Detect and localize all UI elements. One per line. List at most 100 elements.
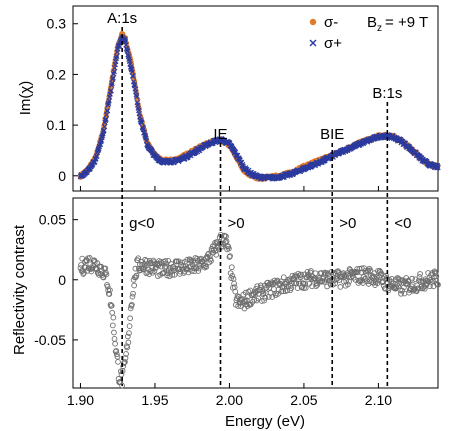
top-y-tick-label: 0.2: [47, 66, 67, 82]
reflectivity-point: [112, 348, 119, 355]
reflectivity-point: [416, 274, 423, 280]
sigma-plus-point: [124, 47, 130, 53]
reflectivity-point: [280, 274, 287, 281]
top-y-tick-label: 0: [58, 168, 66, 184]
reflectivity-point: [146, 271, 153, 277]
top-y-ticks: 0 0.1 0.2 0.3: [47, 16, 379, 191]
reflectivity-point: [174, 258, 180, 265]
reflectivity-point: [130, 290, 136, 297]
reflectivity-point: [432, 270, 439, 277]
reflectivity-point: [226, 245, 232, 252]
bottom-x-tick-label: 1.95: [141, 392, 168, 408]
reflectivity-point: [261, 297, 267, 304]
reflectivity-point: [417, 271, 423, 277]
sigma-plus-point: [109, 80, 115, 87]
top-series: [77, 30, 441, 182]
reflectivity-point: [435, 281, 441, 288]
reflectivity-point: [176, 271, 183, 277]
bottom-series: [77, 231, 441, 389]
reflectivity-point: [115, 358, 121, 365]
reflectivity-point: [205, 251, 211, 258]
bottom-x-tick-label: 2.05: [290, 392, 317, 408]
reflectivity-point: [231, 280, 237, 287]
reflectivity-point: [88, 268, 95, 275]
reflectivity-point: [167, 265, 173, 271]
reflectivity-point: [112, 340, 118, 347]
reflectivity-point: [127, 315, 133, 322]
bottom-y-tick-label: -0.05: [34, 332, 66, 348]
sigma-plus-point: [98, 138, 104, 145]
reflectivity-point: [131, 282, 138, 289]
reflectivity-point: [119, 382, 125, 389]
reflectivity-point: [171, 271, 178, 278]
reflectivity-point: [343, 278, 350, 284]
reflectivity-point: [196, 263, 203, 269]
reflectivity-point: [165, 257, 172, 264]
reflectivity-point: [172, 265, 179, 272]
reflectivity-point: [185, 269, 192, 276]
reflectivity-point: [162, 258, 169, 264]
reflectivity-point: [126, 323, 133, 329]
sigma-plus-point: [108, 87, 114, 94]
bottom-annotation-label: g<0: [129, 215, 154, 232]
reflectivity-point: [148, 268, 154, 274]
reflectivity-point: [213, 251, 220, 258]
reflectivity-point: [108, 302, 115, 309]
reflectivity-point: [412, 276, 419, 283]
sigma-plus-point: [133, 94, 140, 100]
reflectivity-point: [200, 258, 206, 265]
reflectivity-point: [105, 287, 112, 294]
reflectivity-point: [308, 268, 314, 274]
sigma-plus-point: [130, 73, 136, 79]
reflectivity-point: [278, 278, 284, 285]
bottom-annotation-label: >0: [227, 215, 244, 232]
reflectivity-point: [349, 273, 356, 280]
reflectivity-point: [82, 258, 88, 265]
reflectivity-point: [393, 284, 400, 291]
reflectivity-point: [124, 333, 131, 340]
bottom-y-tick-label: 0: [58, 272, 66, 288]
reflectivity-point: [196, 265, 202, 272]
reflectivity-point: [149, 269, 156, 276]
sigma-plus-point: [129, 69, 135, 75]
reflectivity-point: [123, 351, 129, 357]
reflectivity-point: [433, 273, 440, 280]
reflectivity-point: [309, 283, 315, 290]
reflectivity-point: [378, 270, 385, 277]
bottom-y-ticks: -0.05 0 0.05: [34, 212, 78, 348]
sigma-plus-point: [140, 125, 146, 131]
reflectivity-point: [358, 265, 365, 272]
reflectivity-point: [107, 287, 113, 294]
reflectivity-point: [429, 277, 436, 284]
bottom-plot-frame: [72, 197, 439, 389]
reflectivity-point: [397, 287, 404, 294]
reflectivity-point: [129, 301, 135, 308]
bottom-annotation-label: >0: [339, 215, 356, 232]
reflectivity-point: [125, 339, 132, 346]
field-label-rest: = +9 T: [385, 14, 428, 31]
reflectivity-point: [110, 314, 117, 321]
legend-marker-sigma-minus: [309, 18, 317, 26]
top-plot-frame: [72, 5, 439, 192]
reflectivity-point: [367, 267, 374, 274]
bottom-x-tick-label: 2.10: [365, 392, 392, 408]
bottom-annotations: g<0 >0 >0 <0: [129, 215, 411, 232]
legend-label-sigma-minus: σ-: [324, 14, 338, 31]
field-label-sub: z: [377, 23, 382, 34]
legend-marker-sigma-plus: [309, 39, 317, 47]
reflectivity-point: [409, 275, 415, 282]
field-label: Bz = +9 T: [367, 14, 428, 34]
reflectivity-point: [111, 329, 117, 336]
reflectivity-point: [398, 290, 404, 297]
reflectivity-point: [122, 359, 128, 365]
reflectivity-point: [401, 284, 407, 291]
reflectivity-point: [103, 271, 110, 278]
reflectivity-point: [135, 255, 142, 262]
reflectivity-point: [82, 264, 89, 271]
reflectivity-point: [115, 376, 122, 382]
reflectivity-point: [126, 330, 132, 336]
reflectivity-point: [298, 271, 304, 278]
reflectivity-point: [106, 291, 113, 297]
top-annotation-label: A:1s: [107, 10, 137, 27]
